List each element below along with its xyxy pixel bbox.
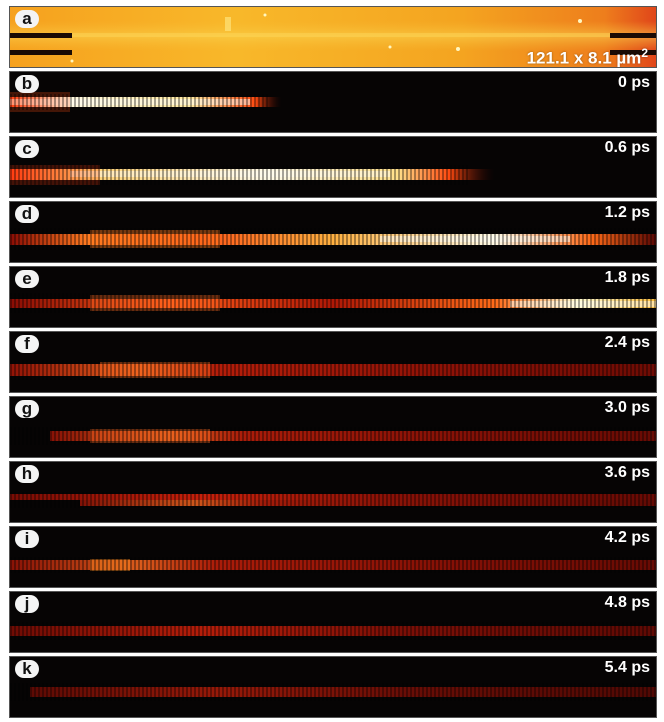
panel-letter: i (15, 530, 39, 548)
near-field-image (10, 683, 656, 701)
panel-letter: a (15, 10, 39, 28)
near-field-image (10, 165, 656, 185)
near-field-image (10, 360, 656, 380)
panel-j: j 4.8 ps (9, 591, 657, 653)
panel-letter: f (15, 335, 39, 353)
time-label: 1.2 ps (604, 204, 650, 221)
near-field-image (10, 492, 656, 508)
panel-i: i 4.2 ps (9, 526, 657, 588)
time-label: 4.8 ps (604, 594, 650, 611)
panel-letter: e (15, 270, 39, 288)
panel-d: d 1.2 ps (9, 201, 657, 263)
electrode-right-top (610, 33, 656, 38)
panel-f: f 2.4 ps (9, 331, 657, 393)
scale-label: 121.1 x 8.1 µm2 (526, 46, 648, 68)
electrode-left-top (10, 33, 72, 38)
near-field-image (10, 427, 656, 445)
time-label: 2.4 ps (604, 334, 650, 351)
time-label: 5.4 ps (604, 659, 650, 676)
time-label: 3.0 ps (604, 399, 650, 416)
figure: a 121.1 x 8.1 µm2 (9, 6, 657, 718)
panel-letter: j (15, 595, 39, 613)
panel-letter: k (15, 660, 39, 678)
near-field-image (10, 228, 656, 250)
time-label: 1.8 ps (604, 269, 650, 286)
near-field-image (10, 293, 656, 313)
panel-b: b 0 ps (9, 71, 657, 133)
time-label: 0 ps (617, 74, 650, 91)
near-field-image (10, 622, 656, 640)
panel-c: c 0.6 ps (9, 136, 657, 198)
time-label: 3.6 ps (604, 464, 650, 481)
panel-h: h 3.6 ps (9, 461, 657, 523)
near-field-image (10, 557, 656, 573)
panel-e: e 1.8 ps (9, 266, 657, 328)
electrode-right-bottom (610, 50, 656, 55)
panel-letter: h (15, 465, 39, 483)
panel-a-topography: a 121.1 x 8.1 µm2 (9, 6, 657, 68)
topography-image (10, 7, 656, 67)
panel-g: g 3.0 ps (9, 396, 657, 458)
electrode-left-bottom (10, 50, 72, 55)
panel-k: k 5.4 ps (9, 656, 657, 718)
panel-letter: c (15, 140, 39, 158)
panel-letter: b (15, 75, 39, 93)
time-label: 4.2 ps (604, 529, 650, 546)
panel-letter: d (15, 205, 39, 223)
time-label: 0.6 ps (604, 139, 650, 156)
near-field-image (10, 92, 656, 112)
panel-letter: g (15, 400, 39, 418)
